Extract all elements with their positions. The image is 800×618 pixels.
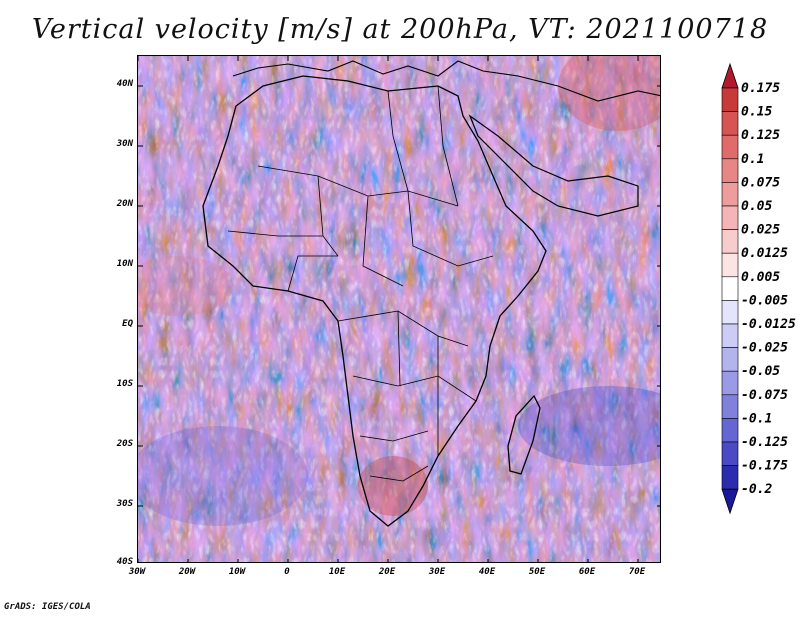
colorbar-label: -0.125 <box>741 435 788 450</box>
colorbar-label: -0.05 <box>741 364 780 379</box>
colorbar-label: 0.15 <box>741 105 772 120</box>
africa-coastline <box>202 75 547 527</box>
longitude-label: 30E <box>428 567 446 577</box>
colorbar-label: 0.05 <box>741 199 772 214</box>
colorbar-segment <box>721 134 739 160</box>
colorbar: 0.175 0.15 0.125 0.1 0.075 0.05 0.025 0.0125 0.0… <box>721 62 796 515</box>
colorbar-label: -0.075 <box>741 388 788 403</box>
colorbar-segment <box>721 205 739 230</box>
colorbar-segment <box>721 465 739 490</box>
country-borders <box>227 85 494 482</box>
colorbar-label: -0.025 <box>741 341 788 356</box>
colorbar-segment <box>721 394 739 419</box>
colorbar-label: 0.005 <box>741 270 780 285</box>
colorbar-label: -0.005 <box>741 293 788 308</box>
colorbar-label: -0.2 <box>741 482 772 497</box>
colorbar-segment <box>721 418 739 443</box>
colorbar-segment <box>721 158 739 183</box>
arabian-peninsula-coastline <box>468 114 639 217</box>
latitude-label: 20S <box>116 439 133 449</box>
latitude-label: 10S <box>116 379 133 389</box>
longitude-label: 60E <box>578 567 596 577</box>
longitude-label: 30W <box>128 567 146 577</box>
footer-credit: GrADS: IGES/COLA <box>4 602 91 612</box>
vertical-velocity-field <box>138 56 660 562</box>
colorbar-label: 0.1 <box>741 152 764 167</box>
colorbar-label: 0.125 <box>741 128 780 143</box>
colorbar-segment <box>721 229 739 254</box>
europe-coastline <box>232 60 660 102</box>
south-atlantic-downward-region <box>138 426 308 526</box>
longitude-label: 70E <box>628 567 646 577</box>
latitude-label: EQ <box>122 319 133 329</box>
latitude-label: 40N <box>116 79 133 89</box>
colorbar-label: 0.175 <box>741 81 780 96</box>
indian-ocean-downward-region <box>518 386 660 466</box>
colorbar-segment <box>721 276 739 301</box>
colorbar-segment <box>721 300 739 325</box>
atlantic-upward-region <box>138 256 233 316</box>
colorbar-segment <box>721 347 739 372</box>
colorbar-label: -0.1 <box>741 411 772 426</box>
colorbar-label: 0.075 <box>741 175 780 190</box>
colorbar-segment <box>721 182 739 207</box>
latitude-label: 20N <box>116 199 133 209</box>
colorbar-segment <box>721 323 739 348</box>
longitude-label: 0 <box>284 567 290 577</box>
longitude-label: 20W <box>178 567 196 577</box>
latitude-label: 40S <box>116 557 133 567</box>
colorbar-label: -0.175 <box>741 459 788 474</box>
field-fine-texture <box>138 56 660 562</box>
longitude-label: 20E <box>378 567 396 577</box>
map-plot-area <box>137 55 661 563</box>
latitude-label: 30S <box>116 499 133 509</box>
colorbar-segment <box>721 252 739 278</box>
arabia-upward-region <box>558 56 660 131</box>
longitude-label: 40E <box>478 567 496 577</box>
colorbar-segment <box>721 441 739 466</box>
latitude-label: 30N <box>116 139 133 149</box>
colorbar-segment <box>721 111 739 136</box>
longitude-label: 50E <box>528 567 546 577</box>
map-title: Vertical velocity [m/s] at 200hPa, VT: 2… <box>31 14 769 45</box>
colorbar-label: 0.025 <box>741 223 780 238</box>
colorbar-segment <box>721 370 739 396</box>
southern-africa-upward-region <box>358 456 428 516</box>
longitude-label: 10E <box>328 567 346 577</box>
axis-ticks <box>138 56 660 562</box>
colorbar-min-arrow <box>721 488 739 515</box>
colorbar-max-arrow <box>721 62 739 89</box>
colorbar-label: -0.0125 <box>741 317 796 332</box>
latitude-label: 10N <box>116 259 133 269</box>
colorbar-segment <box>721 87 739 112</box>
longitude-label: 10W <box>228 567 246 577</box>
colorbar-label: 0.0125 <box>741 246 788 261</box>
madagascar-coastline <box>507 394 541 475</box>
